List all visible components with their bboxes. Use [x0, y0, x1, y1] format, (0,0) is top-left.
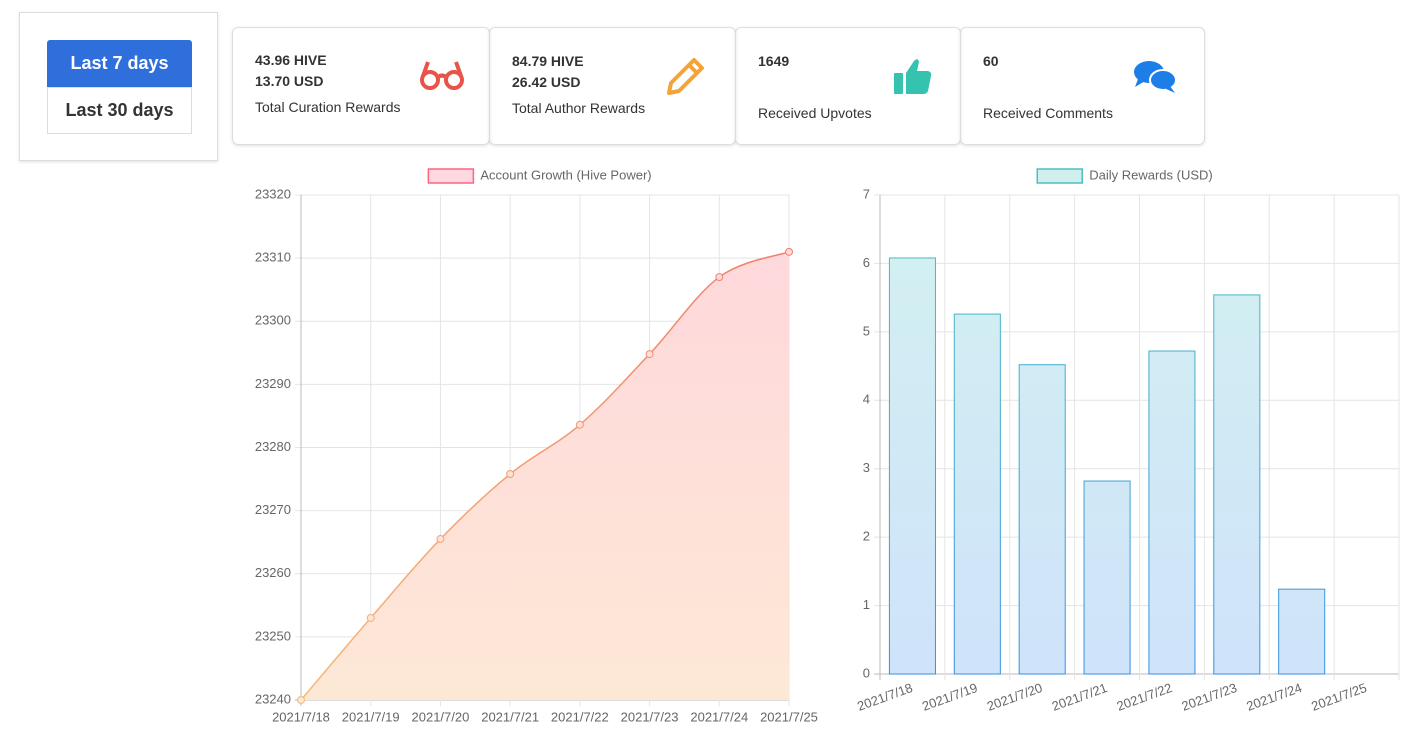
- legend-swatch: [1036, 168, 1083, 184]
- stat-value: 26.42 USD: [512, 74, 581, 90]
- range-button[interactable]: Last 30 days: [47, 87, 192, 134]
- charts: 23240 23250 23260 23270 23280 23290 23300 23310…: [255, 167, 1400, 724]
- x-tick-label: 2021/7/24: [1244, 680, 1303, 714]
- y-tick-label: 23270: [255, 502, 291, 517]
- point: [715, 273, 724, 282]
- stat-label: Received Upvotes: [758, 105, 872, 121]
- bar: [1278, 588, 1326, 675]
- x-tick-label: 2021/7/22: [1115, 680, 1174, 714]
- bar: [953, 313, 1001, 675]
- y-tick-label: 23310: [255, 250, 291, 265]
- point: [575, 420, 584, 429]
- point: [506, 470, 515, 479]
- y-tick-label: 4: [863, 392, 870, 407]
- y-tick-label: 23300: [255, 313, 291, 328]
- y-tick-label: 0: [863, 665, 870, 680]
- stat-card: 43.96 HIVE 13.70 USD Total Curation Rewa…: [232, 27, 490, 145]
- point: [785, 247, 793, 256]
- x-tick-label: 2021/7/20: [412, 709, 470, 724]
- bar: [1213, 294, 1261, 675]
- bar: [1083, 480, 1131, 675]
- stat-card: 60 Received Comments: [960, 27, 1205, 145]
- y-tick-label: 23290: [255, 376, 291, 391]
- point: [297, 696, 305, 704]
- bar: [1148, 350, 1196, 675]
- bar: [888, 257, 936, 675]
- stat-label: Total Curation Rewards: [255, 99, 401, 115]
- point: [645, 350, 654, 359]
- x-tick-label: 2021/7/21: [1050, 680, 1109, 714]
- y-tick-label: 23260: [255, 565, 291, 580]
- y-tick-label: 7: [863, 186, 870, 201]
- x-tick-label: 2021/7/25: [1309, 680, 1368, 714]
- x-tick-label: 2021/7/18: [855, 680, 914, 714]
- x-tick-label: 2021/7/23: [621, 709, 679, 724]
- bar: [1018, 364, 1066, 675]
- x-tick-label: 2021/7/24: [690, 709, 748, 724]
- stat-value: 43.96 HIVE: [255, 52, 327, 68]
- pencil-icon: [667, 58, 704, 95]
- y-tick-label: 2: [863, 529, 870, 544]
- y-tick-label: 23280: [255, 439, 291, 454]
- x-tick-label: 2021/7/22: [551, 709, 609, 724]
- y-tick-label: 6: [863, 255, 870, 270]
- range-panel: Last 7 days Last 30 days: [19, 12, 218, 161]
- point: [436, 535, 445, 544]
- x-tick-label: 2021/7/19: [920, 680, 979, 714]
- x-tick-label: 2021/7/25: [760, 709, 818, 724]
- x-tick-label: 2021/7/19: [342, 709, 400, 724]
- thumbs-up-icon: [894, 59, 932, 94]
- glasses-icon: [420, 61, 464, 90]
- stat-label: Total Author Rewards: [512, 100, 646, 116]
- stat-value: 13.70 USD: [255, 73, 324, 89]
- comments-icon: [1134, 61, 1177, 93]
- legend-label: Account Growth (Hive Power): [480, 167, 651, 182]
- stat-value: 84.79 HIVE: [512, 53, 584, 69]
- y-tick-label: 3: [863, 460, 870, 475]
- stat-label: Received Comments: [983, 105, 1113, 121]
- stat-value: 1649: [758, 53, 790, 69]
- legend-label: Daily Rewards (USD): [1089, 167, 1213, 182]
- point: [366, 613, 375, 622]
- y-tick-label: 23240: [255, 691, 291, 706]
- legend-swatch: [427, 168, 475, 184]
- y-tick-label: 23250: [255, 628, 291, 643]
- stat-card: 1649 Received Upvotes: [735, 27, 961, 145]
- x-tick-label: 2021/7/23: [1180, 680, 1239, 714]
- stat-value: 60: [983, 53, 999, 69]
- stat-card: 84.79 HIVE 26.42 USD Total Author Reward…: [489, 27, 736, 145]
- range-button[interactable]: Last 7 days: [47, 40, 192, 87]
- y-tick-label: 23320: [255, 186, 291, 201]
- x-tick-label: 2021/7/18: [272, 709, 330, 724]
- y-tick-label: 1: [863, 597, 870, 612]
- x-tick-label: 2021/7/20: [985, 680, 1044, 714]
- x-tick-label: 2021/7/21: [481, 709, 539, 724]
- area: [301, 251, 789, 700]
- y-tick-label: 5: [863, 323, 870, 338]
